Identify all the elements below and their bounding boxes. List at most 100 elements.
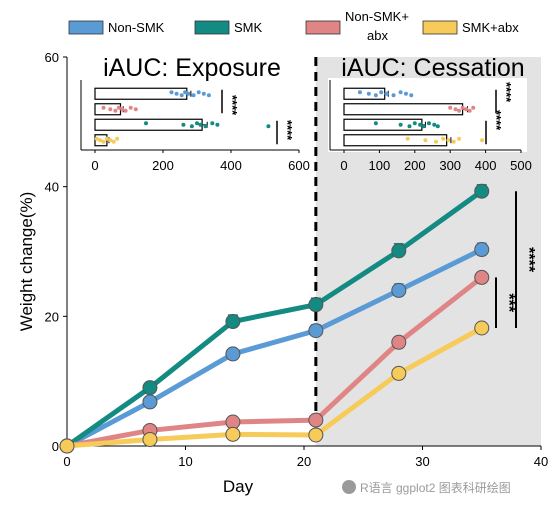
data-point — [391, 282, 407, 298]
inset-point — [407, 124, 412, 129]
series-smk-abx — [59, 320, 490, 454]
data-point — [474, 320, 490, 336]
inset-point — [215, 122, 220, 127]
inset-cessation-title: iAUC: Cessation — [341, 54, 524, 82]
y-axis-label: Weight change(%) — [17, 192, 36, 332]
x-tick-label: 20 — [297, 454, 311, 469]
inset-point — [467, 108, 472, 113]
inset-x-tick-label: 0 — [340, 158, 347, 173]
inset-point — [266, 124, 271, 129]
inset-point — [116, 105, 121, 110]
data-point — [474, 269, 490, 285]
inset-exposure-title: iAUC: Exposure — [103, 54, 281, 82]
inset-point — [174, 91, 179, 96]
significance-label: **** — [520, 247, 537, 273]
inset-point — [391, 93, 396, 98]
inset-point — [115, 136, 120, 141]
data-point — [391, 334, 407, 350]
inset-point — [186, 91, 191, 96]
inset-significance-label: **** — [499, 82, 514, 103]
inset-significance-label: **** — [225, 95, 240, 116]
inset-point — [108, 138, 113, 143]
inset-point — [210, 121, 215, 126]
data-point — [142, 432, 158, 448]
inset-point — [480, 138, 485, 143]
inset-point — [423, 138, 428, 143]
inset-point — [398, 122, 403, 127]
inset-point — [101, 105, 106, 110]
inset-point — [191, 93, 196, 98]
x-tick-label: 30 — [415, 454, 429, 469]
data-point — [308, 412, 324, 428]
inset-point — [196, 90, 201, 95]
inset-point — [98, 138, 103, 143]
inset-point — [373, 93, 378, 98]
inset-bar — [343, 134, 448, 147]
inset-x-tick-label: 0 — [91, 158, 98, 173]
series-line — [66, 325, 483, 449]
inset-x-tick-label: 500 — [510, 158, 532, 173]
x-tick-label: 0 — [63, 454, 70, 469]
legend-label: SMK+abx — [462, 20, 519, 35]
legend-label: SMK — [234, 20, 263, 35]
inset-point — [133, 107, 138, 112]
inset-point — [203, 124, 208, 129]
inset-point — [169, 90, 174, 95]
inset-point — [448, 105, 453, 110]
inset-point — [441, 136, 446, 141]
inset-x-tick-label: 100 — [369, 158, 391, 173]
inset-point — [398, 90, 403, 95]
inset-bar — [94, 87, 188, 100]
series-line — [65, 189, 484, 449]
inset-point — [412, 121, 417, 126]
data-point — [391, 243, 407, 259]
series-smk — [59, 183, 490, 454]
inset-point — [366, 91, 371, 96]
x-tick-label: 10 — [178, 454, 192, 469]
data-point — [474, 242, 490, 258]
x-axis-label: Day — [223, 477, 254, 496]
legend-label: abx — [367, 28, 388, 43]
data-point — [308, 297, 324, 313]
inset-point — [426, 121, 431, 126]
inset-bar — [343, 103, 464, 116]
inset-point — [446, 138, 451, 143]
data-point — [225, 426, 241, 442]
inset-point — [104, 136, 109, 141]
inset-point — [179, 93, 184, 98]
inset-exposure: 0 200 400 600 **** **** — [79, 78, 310, 173]
inset-point — [111, 139, 116, 144]
legend: Non-SMK SMK Non-SMK+ abx SMK+abx — [68, 9, 519, 43]
inset-point — [451, 139, 456, 144]
main-series-layer — [59, 183, 490, 454]
inset-x-tick-label: 200 — [404, 158, 426, 173]
inset-point — [403, 91, 408, 96]
x-tick-label: 40 — [534, 454, 548, 469]
inset-point — [108, 107, 113, 112]
legend-swatch — [68, 20, 104, 35]
series-line — [65, 247, 483, 449]
inset-point — [434, 139, 439, 144]
data-point — [142, 394, 158, 410]
significance-label: *** — [500, 293, 517, 312]
inset-point — [432, 122, 437, 127]
legend-swatch — [194, 20, 230, 35]
inset-point — [144, 121, 148, 126]
watermark: R语言 ggplot2 图表科研绘图 — [342, 480, 511, 495]
inset-significance-label: **** — [489, 110, 504, 131]
inset-point — [195, 121, 199, 126]
inset-point — [94, 136, 99, 141]
inset-bar — [94, 118, 203, 131]
data-point — [308, 427, 324, 443]
data-point — [225, 314, 241, 330]
inset-point — [128, 105, 133, 110]
inset-point — [198, 122, 203, 127]
inset-point — [453, 107, 458, 112]
main-axes: 0 10 20 30 400 20 40 60 — [45, 50, 549, 469]
inset-x-tick-label: 200 — [152, 158, 174, 173]
y-tick-label: 60 — [45, 50, 59, 65]
main-significance-layer: ******* — [495, 191, 537, 329]
inset-x-tick-label: 400 — [475, 158, 497, 173]
data-point — [59, 438, 75, 454]
y-tick-label: 20 — [45, 309, 59, 324]
